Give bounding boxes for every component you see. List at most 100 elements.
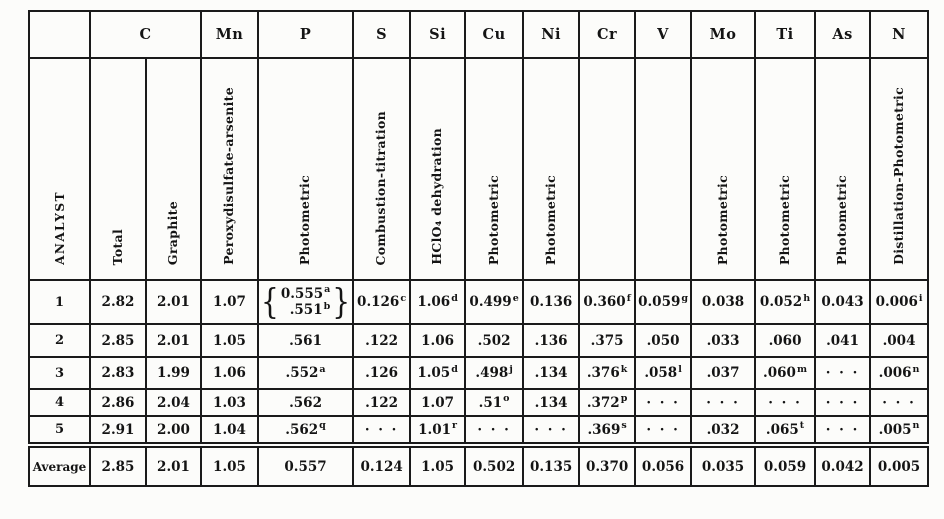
rotated-label: Combustion-titration [373,110,389,265]
table-cell: {0.555a .551b} [256,279,355,325]
column-header-cr: Cr [578,10,637,59]
table-cell: .136 [522,323,581,358]
cell-value: 2.01 [157,332,190,349]
table-cell: 0.042 [814,442,872,487]
rotated-label: Photometric [542,174,558,265]
table-cell: .562q [256,415,355,446]
cell-value: 2.85 [101,458,135,475]
cell-value: .126 [365,365,399,381]
analyst-row: 2 2.85 2.01 1.05 .561 .122 1.06 .502 .136 .375 .05… [28,323,930,358]
table-cell: .369s [578,415,637,446]
table-cell: 1.04 [200,415,259,446]
table-cell: 0.360f [578,279,637,325]
table-cell: 1.03 [200,388,259,417]
footnote-marker: l [678,363,682,375]
table-cell: 0.502 [464,442,525,487]
table-cell: 0.052h [754,279,817,325]
cell-value: .041 [826,332,859,349]
method-header-distillation-photometric: Distillation-Photometric [869,57,930,281]
table-cell: 0.043 [814,279,872,325]
cell-value: 1.07 [421,394,455,411]
row-label-average: Average [28,442,91,487]
no-value-dots: · · · [477,421,511,438]
cell-value: 2.83 [101,365,135,381]
rotated-label: Photometric [297,174,313,265]
cell-value: 0.502 [472,458,516,475]
cell-value: .562 [289,394,322,411]
table-cell: · · · [522,415,581,446]
table-cell: 0.557 [256,442,355,487]
method-header-graphite: Graphite [145,57,202,281]
cell-value: 1.06d [417,292,458,310]
table-cell: 2.85 [89,323,147,358]
table-cell: 0.059g [634,279,693,325]
right-brace: } [332,280,351,322]
no-value-dots: · · · [825,421,860,438]
cell-value: 0.557 [284,458,327,475]
footnote-marker: a [319,363,326,375]
no-value-dots: · · · [364,421,399,438]
table-cell: 0.499e [464,279,525,325]
cell-value: 0.059 [763,458,807,475]
row-label-4: 4 [28,388,91,417]
cell-value: .050 [646,332,680,349]
footnote-marker: m [796,363,807,375]
left-brace: { [261,280,279,322]
cell-value: 0.043 [821,294,864,310]
table-cell: 0.124 [352,442,412,487]
footnote-marker: h [803,292,811,304]
column-header-cu: Cu [464,10,525,59]
braced-value-pair: {0.555a .551b} [261,280,351,322]
rotated-label: HClO₄ dehydration [429,128,445,265]
table-cell: .562 [256,388,355,417]
cell-value: 1.99 [157,365,190,381]
table-cell: 2.83 [89,356,147,390]
method-header-combustion-titration: Combustion-titration [352,57,412,281]
analyst-row: 3 2.83 1.99 1.06 .552a .126 1.05d .498j .134 .376… [28,356,930,390]
cell-value: 2.82 [101,294,135,310]
analysis-results-table-container: C Mn P S Si Cu Ni Cr V Mo Ti As N ANALYST Total Graphit… [28,10,930,487]
table-cell: 2.91 [89,415,147,446]
cell-value: .498j [475,363,513,381]
column-header-mn: Mn [200,10,259,59]
table-cell: 1.05 [409,442,467,487]
footnote-marker: s [621,420,627,431]
cell-value: 2.00 [157,421,190,438]
table-cell: 1.01r [409,415,467,446]
cell-value: .561 [289,332,322,349]
column-header-ni: Ni [522,10,581,59]
table-cell: .058l [634,356,693,390]
rotated-label: Peroxydisulfate-arsenite [221,87,237,265]
footnote-marker: d [451,363,458,375]
method-header-hclo-dehydration: HClO₄ dehydration [409,57,467,281]
table-cell: .005n [869,415,930,446]
table-cell: 1.05d [409,356,467,390]
table-cell: 2.00 [145,415,202,446]
cell-value: .136 [534,332,568,349]
no-value-dots: · · · [882,394,916,411]
footnote-marker: a [324,284,331,296]
cell-value: 0.360f [583,292,631,310]
table-cell: · · · [814,356,872,390]
cell-value: 0.056 [641,458,685,475]
no-value-dots: · · · [825,394,860,411]
footnote-marker: n [912,363,920,375]
table-cell: .060 [754,323,817,358]
cell-value: .004 [882,332,916,349]
footnote-marker: o [503,393,510,404]
table-cell: 0.136 [522,279,581,325]
cell-value: 1.03 [213,394,246,411]
cell-value: 1.05 [421,458,455,475]
table-cell: 2.86 [89,388,147,417]
cell-value: 0.136 [529,294,573,310]
table-cell: .498j [464,356,525,390]
cell-value: 1.04 [213,421,246,438]
footnote-marker: p [620,393,628,404]
table-cell: 1.99 [145,356,202,390]
rotated-label: Graphite [165,200,181,265]
cell-value: 0.052h [759,292,811,310]
cell-value: .006n [878,363,920,381]
cell-value: .369s [587,420,627,438]
table-cell: .122 [352,323,412,358]
table-cell: .375 [578,323,637,358]
